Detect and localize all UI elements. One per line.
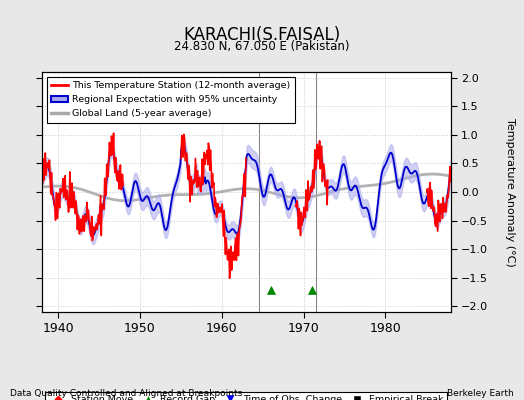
Text: Data Quality Controlled and Aligned at Breakpoints: Data Quality Controlled and Aligned at B… (10, 389, 243, 398)
Text: Berkeley Earth: Berkeley Earth (447, 389, 514, 398)
Text: KARACHI(S.FAISAL): KARACHI(S.FAISAL) (183, 26, 341, 44)
Legend: Station Move, Record Gap, Time of Obs. Change, Empirical Break: Station Move, Record Gap, Time of Obs. C… (45, 392, 447, 400)
Text: 24.830 N, 67.050 E (Pakistan): 24.830 N, 67.050 E (Pakistan) (174, 40, 350, 53)
Y-axis label: Temperature Anomaly (°C): Temperature Anomaly (°C) (505, 118, 515, 266)
